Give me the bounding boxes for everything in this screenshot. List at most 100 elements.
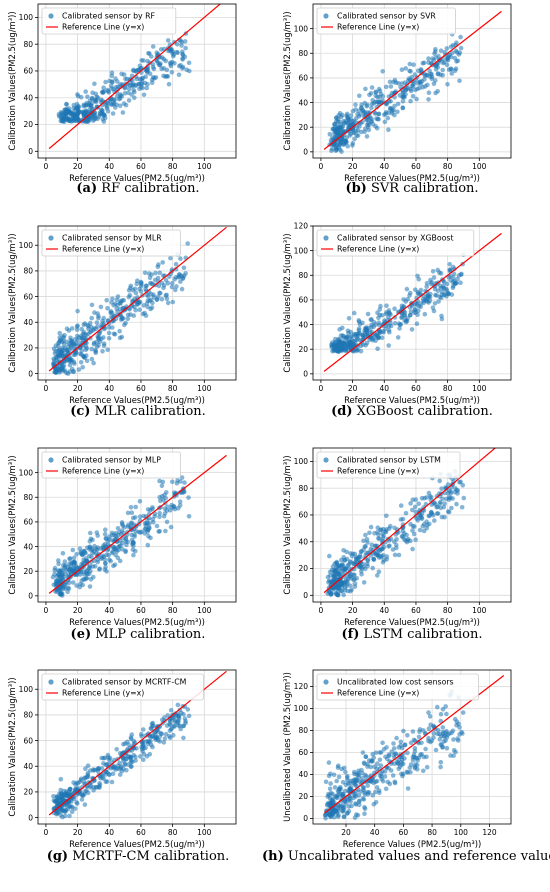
scatter-point: [410, 528, 415, 533]
legend-marker-scatter: [323, 679, 329, 685]
x-tick-label: 60: [136, 606, 146, 615]
scatter-point: [126, 98, 132, 103]
scatter-point: [78, 777, 84, 783]
x-tick-label: 20: [348, 162, 358, 171]
scatter-point: [175, 702, 181, 708]
scatter-point: [383, 84, 389, 90]
y-tick-label: 20: [298, 345, 308, 354]
scatter-point: [170, 280, 175, 286]
y-tick-label: 80: [23, 493, 33, 502]
scatter-point: [395, 335, 401, 340]
scatter-point: [339, 149, 344, 154]
scatter-point: [63, 115, 68, 120]
legend-label-scatter: Calibrated sensor by SVR: [337, 12, 436, 21]
scatter-point: [54, 574, 60, 579]
scatter-point: [75, 92, 80, 97]
scatter-point: [118, 301, 123, 306]
scatter-point: [370, 793, 376, 798]
scatter-point: [376, 335, 381, 340]
scatter-point: [366, 122, 372, 127]
scatter-point: [93, 116, 98, 121]
scatter-point: [451, 737, 456, 742]
scatter-point: [442, 501, 447, 506]
scatter-point: [78, 360, 84, 365]
scatter-point: [360, 333, 366, 339]
scatter-point: [408, 740, 414, 745]
y-tick-label: 20: [298, 792, 308, 801]
scatter-point: [426, 90, 432, 95]
y-tick-label: 40: [298, 98, 308, 107]
scatter-point: [433, 78, 438, 83]
scatter-point: [350, 143, 355, 148]
x-tick-label: 100: [472, 606, 487, 615]
scatter-point: [419, 752, 424, 757]
scatter-point: [326, 760, 332, 765]
scatter-point: [113, 76, 118, 81]
scatter-point: [360, 750, 366, 755]
scatter-point: [387, 781, 393, 787]
scatter-point: [370, 565, 376, 571]
scatter-point: [325, 574, 331, 580]
scatter-point: [344, 139, 349, 145]
scatter-point: [392, 103, 397, 109]
scatter-point: [440, 283, 446, 289]
scatter-point: [112, 98, 117, 103]
scatter-point: [133, 69, 139, 74]
scatter-point: [88, 103, 94, 109]
y-tick-label: 100: [294, 457, 309, 466]
scatter-point: [176, 72, 182, 78]
scatter-point: [374, 766, 380, 771]
scatter-point: [371, 755, 377, 760]
scatter-point: [117, 328, 122, 334]
scatter-point: [414, 302, 420, 307]
scatter-point: [81, 353, 86, 359]
scatter-point: [79, 797, 85, 802]
panel-caption-text: LSTM calibration.: [363, 627, 483, 642]
scatter-point: [126, 288, 132, 293]
scatter-point: [437, 478, 443, 484]
scatter-point: [129, 732, 135, 737]
scatter-point: [431, 308, 437, 314]
scatter-point: [454, 40, 459, 45]
scatter-point: [352, 333, 357, 338]
legend-label-line: Reference Line (y=x): [337, 689, 419, 698]
scatter-point: [73, 115, 78, 121]
panel-g: 0 20 40 60 80 100 0 20 40 60 80 100 Calibrated senso…: [7, 669, 237, 849]
y-tick-label: 100: [19, 468, 34, 477]
scatter-point: [412, 504, 418, 510]
scatter-point: [163, 293, 169, 298]
scatter-point: [395, 109, 400, 115]
scatter-point: [369, 85, 375, 90]
scatter-point: [384, 745, 389, 750]
scatter-point: [334, 778, 340, 784]
scatter-point: [341, 592, 347, 598]
scatter-point: [356, 555, 361, 560]
scatter-point: [404, 286, 410, 292]
scatter-point: [175, 478, 180, 483]
legend-box: [41, 7, 177, 35]
scatter-point: [410, 84, 416, 89]
scatter-point: [339, 766, 345, 772]
scatter-point: [95, 335, 101, 341]
y-axis-label: Calibration Values(PM2.5(ug/m³)): [282, 233, 292, 372]
scatter-point: [145, 542, 151, 548]
panel-f: 0 20 40 60 80 100 0 20 40 60 80 100 Calibrated senso…: [282, 447, 512, 627]
scatter-point: [154, 734, 159, 740]
scatter-point: [163, 731, 169, 737]
scatter-point: [352, 581, 358, 586]
scatter-point: [110, 325, 115, 330]
y-tick-label: 100: [294, 246, 309, 255]
scatter-point: [74, 566, 79, 572]
scatter-point: [438, 718, 444, 724]
scatter-point: [92, 564, 98, 569]
scatter-point: [121, 297, 126, 303]
scatter-point: [77, 546, 83, 551]
scatter-point: [354, 133, 360, 138]
scatter-point: [407, 313, 413, 318]
scatter-point: [83, 347, 89, 353]
scatter-point: [50, 574, 56, 580]
scatter-point: [129, 758, 134, 763]
scatter-point: [340, 345, 345, 350]
scatter-point: [333, 340, 338, 345]
